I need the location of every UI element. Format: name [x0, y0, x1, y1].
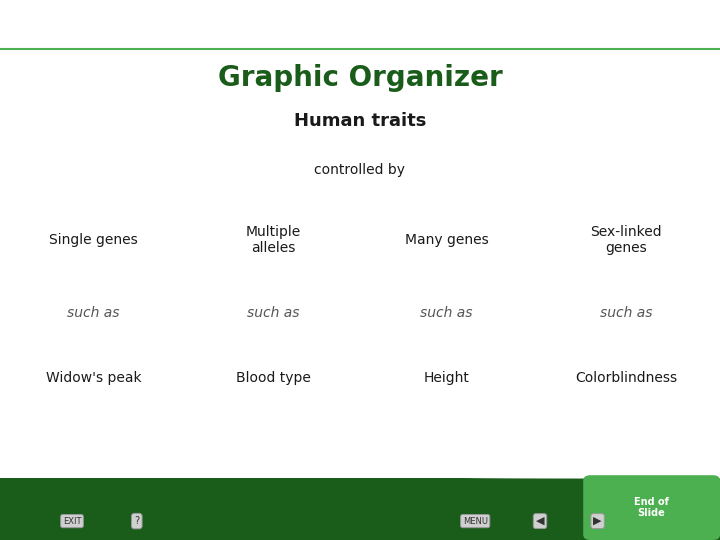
- Text: Colorblindness: Colorblindness: [575, 371, 678, 385]
- Text: Many genes: Many genes: [405, 233, 488, 247]
- Text: MENU: MENU: [463, 517, 487, 525]
- Text: Blood type: Blood type: [236, 371, 311, 385]
- Text: such as: such as: [420, 306, 472, 320]
- Text: Widow's peak: Widow's peak: [46, 371, 141, 385]
- FancyBboxPatch shape: [0, 0, 720, 49]
- Text: ◀: ◀: [536, 516, 544, 526]
- Text: Human traits: Human traits: [294, 112, 426, 131]
- Text: ▶: ▶: [593, 516, 602, 526]
- Text: such as: such as: [600, 306, 652, 320]
- Text: such as: such as: [68, 306, 120, 320]
- Text: such as: such as: [248, 306, 300, 320]
- Text: Graphic Organizer: Graphic Organizer: [217, 64, 503, 92]
- Text: Height: Height: [423, 371, 469, 385]
- Text: Single genes: Single genes: [49, 233, 138, 247]
- Text: Multiple
alleles: Multiple alleles: [246, 225, 301, 255]
- Text: controlled by: controlled by: [315, 163, 405, 177]
- Text: Sex-linked
genes: Sex-linked genes: [590, 225, 662, 255]
- FancyBboxPatch shape: [583, 475, 720, 540]
- Text: ?: ?: [134, 516, 140, 526]
- Text: Modern Genetics: Modern Genetics: [11, 15, 182, 33]
- Text: End of
Slide: End of Slide: [634, 497, 669, 518]
- Text: EXIT: EXIT: [63, 517, 81, 525]
- FancyBboxPatch shape: [0, 478, 720, 540]
- PathPatch shape: [432, 22, 720, 49]
